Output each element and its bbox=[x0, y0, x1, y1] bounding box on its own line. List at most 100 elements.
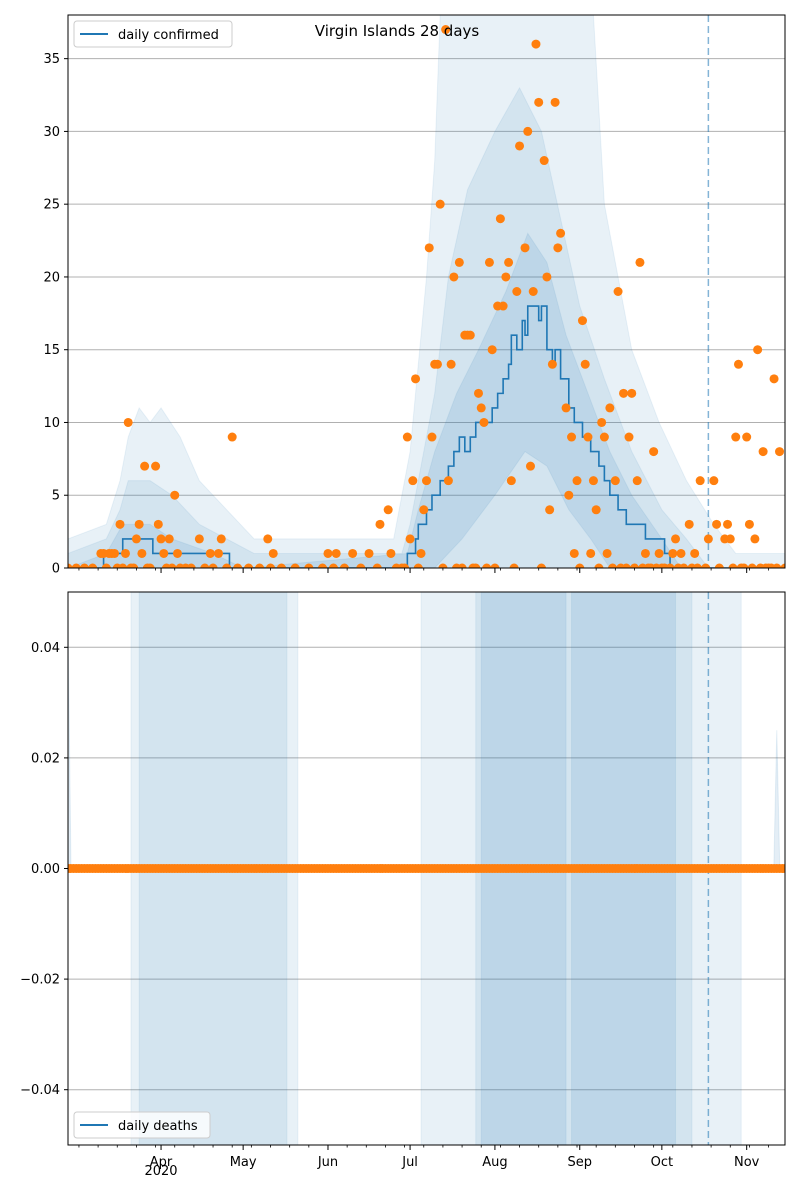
data-point bbox=[484, 257, 494, 267]
data-point bbox=[629, 563, 639, 568]
legend-box bbox=[73, 20, 233, 48]
data-point bbox=[608, 563, 618, 568]
data-point bbox=[137, 548, 147, 558]
y-tick-label: 10 bbox=[43, 416, 60, 431]
data-point bbox=[591, 505, 601, 515]
data-point bbox=[167, 563, 177, 568]
data-point bbox=[692, 563, 702, 568]
data-point bbox=[375, 519, 385, 529]
x-tick-label: Aug bbox=[482, 1155, 507, 1170]
confirmed-y-ticks: 0 5 10 15 20 25 30 35 bbox=[43, 52, 68, 577]
data-point bbox=[290, 563, 300, 568]
data-point bbox=[159, 548, 169, 558]
data-point bbox=[594, 563, 604, 568]
y-tick-label: 35 bbox=[43, 52, 60, 67]
data-point bbox=[780, 563, 785, 568]
data-point bbox=[509, 563, 519, 568]
data-point bbox=[627, 388, 637, 398]
data-point bbox=[750, 534, 760, 544]
confirmed-panel: 0 5 10 15 20 25 30 35 Virgin Islands 28 days da… bbox=[43, 14, 786, 577]
data-point bbox=[101, 563, 111, 568]
legend-label-confirmed: daily confirmed bbox=[118, 28, 219, 43]
data-point bbox=[747, 563, 757, 568]
data-point bbox=[520, 243, 530, 253]
data-point bbox=[586, 548, 596, 558]
data-point bbox=[654, 548, 664, 558]
data-point bbox=[118, 563, 128, 568]
data-point bbox=[194, 534, 204, 544]
data-point bbox=[88, 563, 98, 568]
series-line bbox=[68, 305, 785, 568]
data-point bbox=[758, 447, 768, 457]
data-point bbox=[575, 563, 585, 568]
data-point bbox=[501, 272, 511, 282]
confirmed-plot-area bbox=[68, 15, 785, 568]
data-point bbox=[386, 548, 396, 558]
x-tick-label: Oct bbox=[651, 1155, 673, 1170]
deaths-points-layer bbox=[68, 864, 785, 873]
data-point bbox=[583, 432, 593, 442]
confirmed-points-layer bbox=[68, 25, 785, 568]
data-point bbox=[605, 403, 615, 413]
data-point bbox=[602, 548, 612, 558]
data-point bbox=[383, 505, 393, 515]
data-point bbox=[701, 563, 711, 568]
data-point bbox=[123, 417, 133, 427]
legend-box bbox=[73, 1111, 211, 1139]
data-point bbox=[550, 97, 560, 107]
y-tick-label: −0.02 bbox=[20, 973, 60, 988]
deaths-panel: −0.04 −0.02 0.00 0.02 0.04 Apr May Jun Jul Aug Se… bbox=[20, 591, 786, 1179]
data-point bbox=[487, 345, 497, 355]
data-point bbox=[216, 534, 226, 544]
data-point bbox=[712, 519, 722, 529]
data-point bbox=[222, 563, 232, 568]
data-point bbox=[200, 563, 210, 568]
deaths-legend: daily deaths bbox=[73, 1111, 211, 1139]
data-point bbox=[156, 534, 166, 544]
data-point bbox=[328, 563, 338, 568]
data-point bbox=[577, 316, 587, 326]
data-point bbox=[665, 563, 675, 568]
data-point bbox=[504, 257, 514, 267]
data-point bbox=[553, 243, 563, 253]
data-point bbox=[71, 563, 81, 568]
data-point bbox=[649, 447, 659, 457]
data-point bbox=[145, 563, 155, 568]
data-point bbox=[339, 563, 349, 568]
data-point bbox=[318, 563, 328, 568]
y-tick-label: 20 bbox=[43, 270, 60, 285]
legend-label-deaths: daily deaths bbox=[118, 1119, 198, 1134]
data-point bbox=[723, 519, 733, 529]
data-point bbox=[323, 548, 333, 558]
y-tick-label: 30 bbox=[43, 125, 60, 140]
data-point bbox=[244, 563, 254, 568]
data-point bbox=[534, 97, 544, 107]
y-tick-label: 0.00 bbox=[31, 862, 60, 877]
data-point bbox=[476, 403, 486, 413]
data-point bbox=[780, 864, 785, 873]
band-middle bbox=[68, 86, 785, 568]
data-point bbox=[172, 548, 182, 558]
data-point bbox=[695, 476, 705, 486]
data-point bbox=[523, 126, 533, 136]
y-tick-label: 0.02 bbox=[31, 751, 60, 766]
data-point bbox=[276, 563, 286, 568]
data-point bbox=[214, 548, 224, 558]
data-point bbox=[599, 432, 609, 442]
data-point bbox=[471, 563, 481, 568]
confirmed-x-ticks bbox=[78, 568, 769, 573]
data-point bbox=[153, 519, 163, 529]
data-point bbox=[186, 563, 196, 568]
data-point bbox=[170, 490, 180, 500]
y-tick-label: −0.04 bbox=[20, 1083, 60, 1098]
data-point bbox=[405, 534, 415, 544]
data-point bbox=[446, 359, 456, 369]
data-point bbox=[140, 461, 150, 471]
data-point bbox=[413, 563, 423, 568]
data-point bbox=[268, 548, 278, 558]
data-point bbox=[208, 563, 218, 568]
x-tick-label: Jun bbox=[317, 1155, 338, 1170]
data-point bbox=[438, 563, 448, 568]
confirmed-line-layer bbox=[68, 305, 785, 568]
data-point bbox=[772, 563, 782, 568]
